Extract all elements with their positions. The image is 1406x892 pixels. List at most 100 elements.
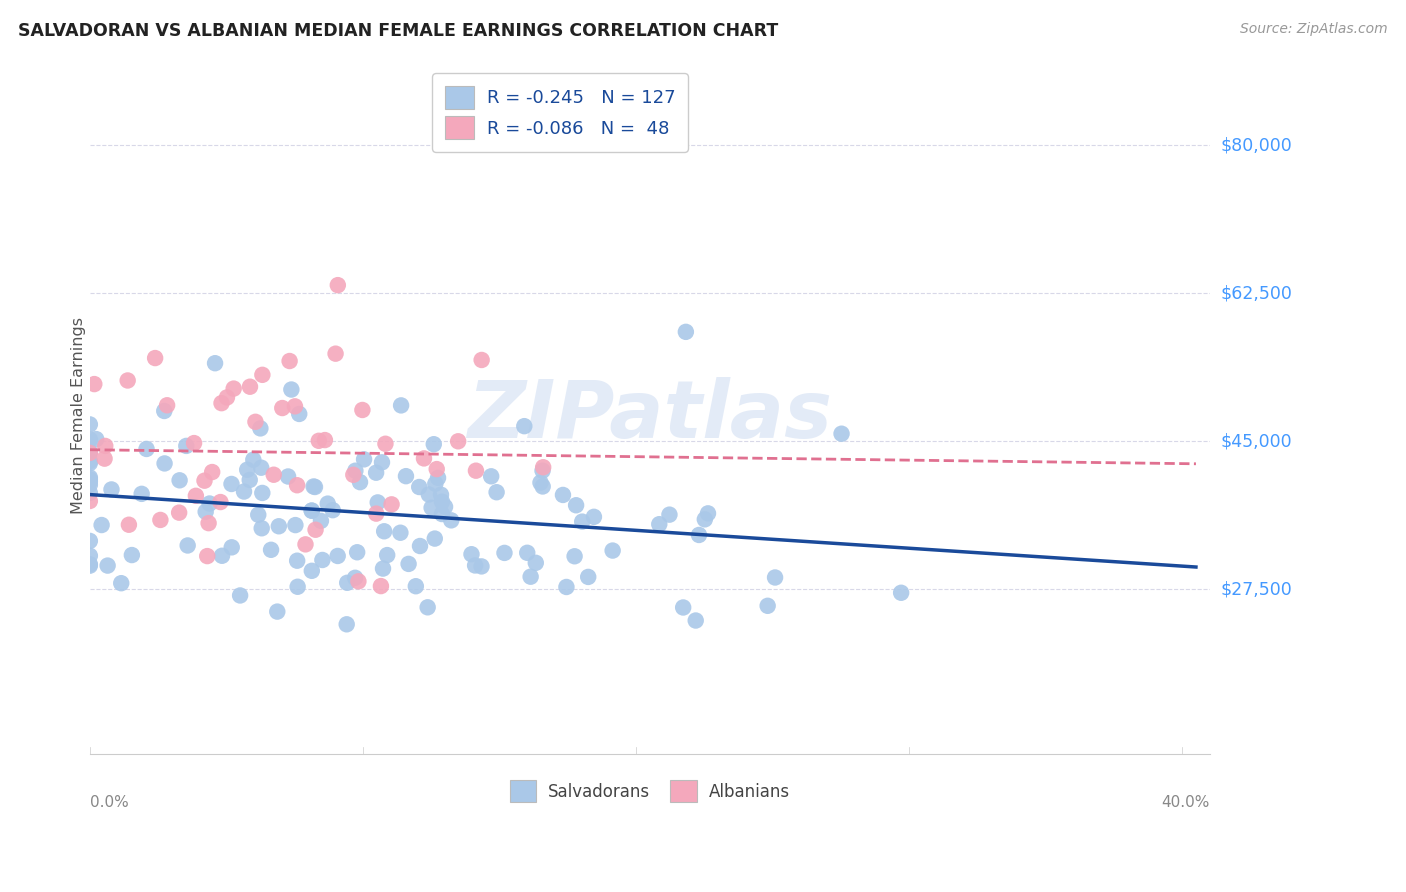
Point	[304, 523, 326, 537]
Point	[215, 391, 238, 405]
Point	[479, 469, 502, 483]
Point	[245, 415, 267, 429]
Point	[425, 476, 447, 491]
Point	[79, 494, 101, 508]
Text: ZIPatlas: ZIPatlas	[467, 376, 832, 455]
Point	[153, 457, 176, 471]
Point	[685, 614, 707, 628]
Point	[93, 451, 115, 466]
Point	[460, 547, 482, 561]
Point	[287, 580, 309, 594]
Point	[79, 558, 101, 572]
Point	[271, 401, 294, 415]
Point	[471, 353, 494, 368]
Point	[198, 496, 221, 510]
Point	[409, 539, 432, 553]
Point	[285, 478, 308, 492]
Point	[564, 549, 586, 564]
Point	[389, 525, 412, 540]
Text: SALVADORAN VS ALBANIAN MEDIAN FEMALE EARNINGS CORRELATION CHART: SALVADORAN VS ALBANIAN MEDIAN FEMALE EAR…	[18, 22, 779, 40]
Point	[420, 500, 443, 515]
Point	[201, 465, 224, 479]
Text: 40.0%: 40.0%	[1161, 795, 1209, 810]
Point	[336, 575, 359, 590]
Point	[233, 484, 256, 499]
Point	[423, 437, 446, 451]
Point	[416, 600, 439, 615]
Point	[576, 570, 599, 584]
Point	[582, 509, 605, 524]
Point	[309, 514, 332, 528]
Point	[513, 419, 536, 434]
Point	[277, 469, 299, 483]
Point	[470, 559, 492, 574]
Point	[176, 539, 198, 553]
Point	[447, 434, 470, 449]
Point	[353, 452, 375, 467]
Point	[184, 489, 207, 503]
Point	[79, 472, 101, 486]
Point	[371, 561, 394, 575]
Text: $62,500: $62,500	[1220, 285, 1292, 302]
Point	[485, 485, 508, 500]
Point	[301, 504, 323, 518]
Point	[325, 346, 347, 360]
Point	[118, 517, 141, 532]
Point	[551, 488, 574, 502]
Point	[531, 464, 554, 478]
Point	[79, 477, 101, 491]
Point	[831, 426, 853, 441]
Point	[284, 518, 307, 533]
Point	[169, 473, 191, 487]
Point	[100, 483, 122, 497]
Point	[366, 507, 388, 521]
Point	[371, 455, 394, 469]
Point	[347, 574, 370, 589]
Point	[890, 586, 912, 600]
Point	[434, 500, 457, 514]
Point	[209, 495, 232, 509]
Point	[427, 471, 450, 485]
Point	[519, 570, 541, 584]
Point	[239, 380, 262, 394]
Y-axis label: Median Female Earnings: Median Female Earnings	[72, 318, 86, 515]
Point	[352, 403, 374, 417]
Point	[658, 508, 681, 522]
Point	[440, 513, 463, 527]
Point	[167, 506, 190, 520]
Point	[221, 477, 243, 491]
Point	[529, 475, 551, 490]
Point	[308, 434, 330, 448]
Point	[423, 532, 446, 546]
Point	[90, 518, 112, 533]
Point	[249, 421, 271, 435]
Point	[221, 541, 243, 555]
Point	[204, 356, 226, 370]
Point	[398, 557, 420, 571]
Point	[121, 548, 143, 562]
Point	[326, 278, 349, 293]
Point	[79, 454, 101, 468]
Point	[366, 466, 388, 480]
Point	[131, 487, 153, 501]
Point	[648, 517, 671, 532]
Point	[336, 617, 359, 632]
Point	[288, 407, 311, 421]
Point	[149, 513, 172, 527]
Point	[464, 558, 486, 573]
Point	[79, 475, 101, 489]
Point	[344, 571, 367, 585]
Point	[222, 382, 245, 396]
Point	[278, 354, 301, 368]
Point	[143, 351, 166, 365]
Point	[373, 524, 395, 539]
Point	[531, 479, 554, 493]
Point	[195, 549, 218, 563]
Point	[284, 400, 307, 414]
Point	[494, 546, 516, 560]
Point	[211, 396, 233, 410]
Point	[763, 570, 786, 584]
Point	[516, 546, 538, 560]
Point	[342, 467, 364, 482]
Point	[346, 545, 368, 559]
